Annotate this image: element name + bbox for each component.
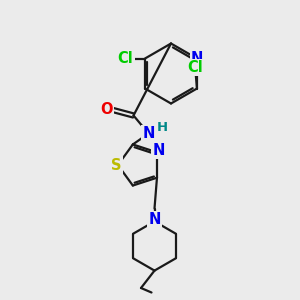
Text: N: N <box>142 126 155 141</box>
Text: N: N <box>191 51 203 66</box>
Text: Cl: Cl <box>118 51 134 66</box>
Text: O: O <box>100 102 113 117</box>
Text: H: H <box>156 121 168 134</box>
Text: S: S <box>111 158 122 172</box>
Text: N: N <box>152 143 165 158</box>
Text: N: N <box>148 212 161 227</box>
Text: Cl: Cl <box>188 60 203 75</box>
